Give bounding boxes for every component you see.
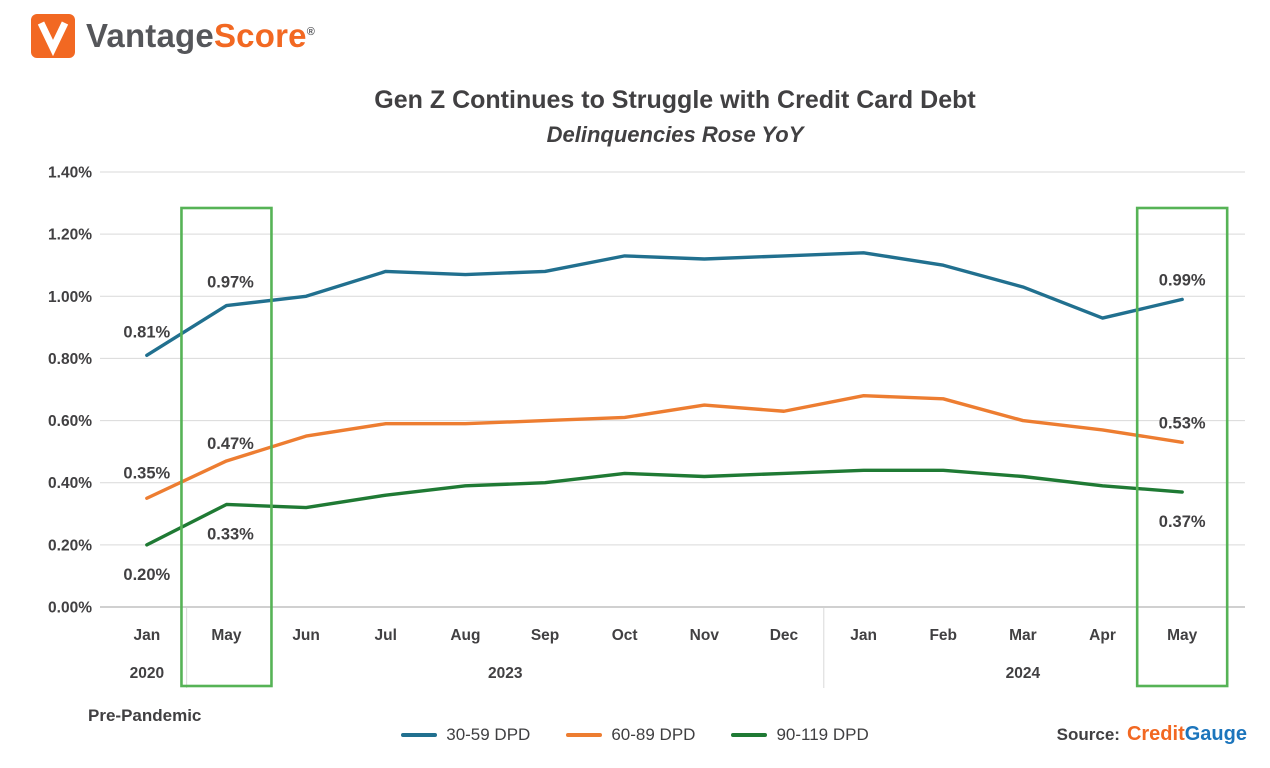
legend-label-60-89-dpd: 60-89 DPD bbox=[611, 725, 696, 744]
data-label: 0.99% bbox=[1159, 271, 1206, 289]
highlight-box bbox=[1135, 206, 1229, 688]
data-label: 0.97% bbox=[207, 274, 254, 292]
y-axis-label: 1.40% bbox=[48, 165, 92, 182]
chart-subtitle: Delinquencies Rose YoY bbox=[546, 122, 804, 147]
data-label: 0.53% bbox=[1159, 414, 1206, 432]
x-axis-label: Jul bbox=[375, 627, 397, 644]
y-axis-label: 0.40% bbox=[48, 475, 92, 492]
y-axis-label: 0.60% bbox=[48, 413, 92, 430]
legend-swatch-30-59-dpd bbox=[401, 733, 438, 737]
legend-swatch-60-89-dpd bbox=[566, 733, 603, 737]
x-axis-label: Nov bbox=[690, 627, 720, 644]
data-label: 0.35% bbox=[123, 464, 170, 482]
data-label: 0.47% bbox=[207, 435, 254, 453]
y-axis-label: 0.80% bbox=[48, 351, 92, 368]
registered-mark: ® bbox=[306, 26, 315, 38]
legend-swatch-90-119-dpd bbox=[731, 733, 768, 737]
brand-logo: VantageScore® bbox=[30, 13, 315, 59]
x-axis-label: Jun bbox=[292, 627, 320, 644]
series-line-90-119-dpd bbox=[145, 468, 1184, 547]
legend-item-90-119-dpd: 90-119 DPD bbox=[731, 725, 869, 745]
source-attribution: Source: Credit Gauge bbox=[1057, 723, 1247, 746]
source-brand-gauge: Gauge bbox=[1184, 723, 1247, 745]
x-axis-label: Feb bbox=[929, 627, 957, 644]
legend-item-60-89-dpd: 60-89 DPD bbox=[566, 725, 695, 745]
x-axis-label: Apr bbox=[1089, 627, 1116, 644]
y-axis-label: 1.20% bbox=[48, 227, 92, 244]
year-label: 2020 bbox=[130, 665, 164, 682]
data-label: 0.37% bbox=[1159, 513, 1206, 531]
y-axis-label: 0.00% bbox=[48, 600, 92, 617]
chart-legend: 30-59 DPD 60-89 DPD 90-119 DPD bbox=[0, 725, 1270, 745]
x-axis-label: Jan bbox=[133, 627, 160, 644]
x-axis-label: Dec bbox=[770, 627, 799, 644]
data-label: 0.81% bbox=[123, 323, 170, 341]
series-line-30-59-dpd bbox=[145, 251, 1184, 358]
data-label: 0.20% bbox=[123, 566, 170, 584]
source-label: Source: bbox=[1056, 725, 1120, 744]
brand-wordmark: VantageScore® bbox=[86, 17, 315, 55]
x-axis-label: May bbox=[211, 627, 242, 644]
x-axis-label: May bbox=[1167, 627, 1198, 644]
x-axis-label: Oct bbox=[612, 627, 638, 644]
x-axis-label: Mar bbox=[1009, 627, 1037, 644]
legend-item-30-59-dpd: 30-59 DPD bbox=[401, 725, 530, 745]
x-axis-label: Jan bbox=[850, 627, 877, 644]
legend-label-90-119-dpd: 90-119 DPD bbox=[776, 725, 869, 744]
brand-part-score: Score bbox=[213, 17, 307, 54]
chart-title: Gen Z Continues to Struggle with Credit … bbox=[374, 86, 976, 114]
legend-label-30-59-dpd: 30-59 DPD bbox=[446, 725, 531, 744]
vantagescore-logo-icon bbox=[31, 14, 75, 58]
series-line-60-89-dpd bbox=[145, 394, 1184, 500]
y-axis-label: 0.20% bbox=[48, 537, 92, 554]
brand-part-vantage: Vantage bbox=[86, 17, 214, 54]
pre-pandemic-label: Pre-Pandemic bbox=[88, 706, 202, 725]
source-brand-credit: Credit bbox=[1126, 723, 1185, 745]
year-label: 2024 bbox=[1006, 665, 1041, 682]
x-axis-label: Aug bbox=[450, 627, 480, 644]
title-block: Gen Z Continues to Struggle with Credit … bbox=[80, 86, 1270, 148]
data-label: 0.33% bbox=[207, 525, 254, 543]
x-axis-label: Sep bbox=[531, 627, 559, 644]
highlight-box bbox=[180, 206, 273, 688]
y-axis-label: 1.00% bbox=[48, 289, 92, 306]
year-label: 2023 bbox=[488, 665, 523, 682]
